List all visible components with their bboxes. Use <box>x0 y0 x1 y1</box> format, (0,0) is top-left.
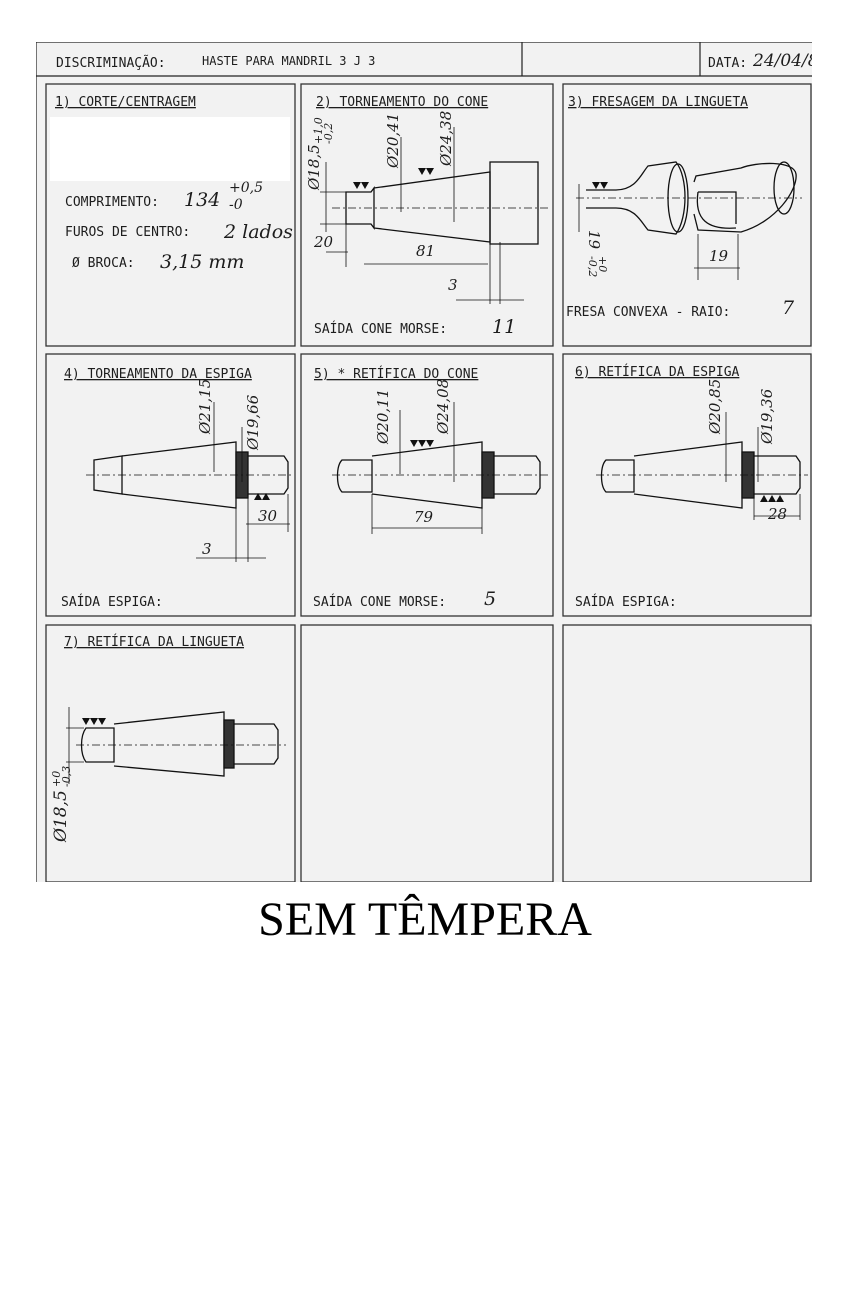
comprimento-tol-upper: +0,5 <box>229 180 263 196</box>
panel-3-footer-value: 7 <box>782 297 795 319</box>
cone-retifica-drawing <box>332 402 548 534</box>
panel-5-retifica-cone: 5) * RETÍFICA DO CONE Ø20,11 Ø24,08 79 S… <box>313 366 548 610</box>
panel-1-corte-centragem: 1) CORTE/CENTRAGEM COMPRIMENTO: 134 +0,5… <box>50 95 293 273</box>
panel-3-title: 3) FRESAGEM DA LINGUETA <box>568 95 748 110</box>
lingueta-drawing <box>576 161 802 280</box>
dim-28: 28 <box>767 505 787 523</box>
dim-81: 81 <box>416 242 435 260</box>
cone-part-drawing <box>320 127 551 304</box>
data-value: 24/04/8 <box>752 51 812 71</box>
panel-2-footer-value: 11 <box>492 316 516 338</box>
dim-79: 79 <box>414 508 434 526</box>
dim-30: 30 <box>258 507 278 525</box>
process-sheet-drawing: DISCRIMINAÇÃO: HASTE PARA MANDRIL 3 J 3 … <box>36 42 812 882</box>
lingueta-retifica-drawing <box>66 707 286 784</box>
panel-5-title: 5) * RETÍFICA DO CONE <box>314 366 478 382</box>
panel-6-retifica-espiga: 6) RETÍFICA DA ESPIGA Ø20,85 Ø19,36 28 S… <box>575 364 808 610</box>
dim-3: 3 <box>202 540 212 558</box>
panel-frames <box>45 83 812 882</box>
espiga-drawing <box>86 402 294 562</box>
comprimento-tol-lower: -0 <box>229 197 243 213</box>
dim-20: 20 <box>313 233 334 251</box>
panel-5-footer-value: 5 <box>484 588 496 610</box>
broca-value: 3,15 mm <box>160 251 244 273</box>
panel-4-title: 4) TORNEAMENTO DA ESPIGA <box>64 367 252 382</box>
dim-tol-upper: +1,0 <box>312 117 325 144</box>
furos-value: 2 lados <box>223 221 293 243</box>
dim-diam-21-15: Ø21,15 <box>196 379 214 435</box>
finish-marks <box>760 495 784 502</box>
panel-2-footer-label: SAÍDA CONE MORSE: <box>314 321 447 337</box>
panel-7-title: 7) RETÍFICA DA LINGUETA <box>64 634 244 650</box>
panel-3-fresagem-lingueta: 3) FRESAGEM DA LINGUETA 19 +0 -0,2 19 FR… <box>566 95 802 320</box>
dim-diam-20-11: Ø20,11 <box>374 389 392 445</box>
finish-marks <box>254 493 270 500</box>
dim-diam-24-08: Ø24,08 <box>434 379 452 435</box>
panel-6-title: 6) RETÍFICA DA ESPIGA <box>575 364 740 380</box>
dim-diam-18-5: Ø18,5 <box>305 144 323 191</box>
dim-diam-19-36: Ø19,36 <box>758 388 776 445</box>
header-frame <box>36 42 812 882</box>
dim-diam-19-66: Ø19,66 <box>244 394 262 451</box>
dim-19: 19 <box>709 247 729 265</box>
panel-3-footer-label: FRESA CONVEXA - RAIO: <box>566 305 730 320</box>
comprimento-value: 134 <box>184 189 220 211</box>
panel-2-title: 2) TORNEAMENTO DO CONE <box>316 95 488 110</box>
broca-label: Ø BROCA: <box>72 256 135 271</box>
finish-marks <box>410 440 434 447</box>
finish-marks <box>592 182 608 189</box>
panel-7-retifica-lingueta: 7) RETÍFICA DA LINGUETA Ø18,5 +0 -0,3 <box>50 634 286 843</box>
dim-diam-18-5: Ø18,5 <box>51 790 71 843</box>
dim-diam-20-41: Ø20,41 <box>384 113 402 169</box>
discriminacao-label: DISCRIMINAÇÃO: <box>56 55 166 71</box>
dim-tol-lower: -0,3 <box>60 766 73 787</box>
panel-2-torneamento-cone: 2) TORNEAMENTO DO CONE Ø18,5 +1,0 -0,2 Ø… <box>305 95 551 338</box>
dim-tol-lower: -0,2 <box>322 123 335 144</box>
discriminacao-value: HASTE PARA MANDRIL 3 J 3 <box>202 54 375 68</box>
data-label: DATA: <box>708 56 747 71</box>
sem-tempera-caption: SEM TÊMPERA <box>258 893 592 946</box>
panel-4-footer-label: SAÍDA ESPIGA: <box>61 594 163 610</box>
redaction-box <box>50 117 290 181</box>
panel-1-title: 1) CORTE/CENTRAGEM <box>55 95 196 110</box>
dim-tol-upper: +0 <box>50 771 63 787</box>
comprimento-label: COMPRIMENTO: <box>65 195 159 210</box>
dim-tol-upper: +0 <box>596 256 609 272</box>
dim-3: 3 <box>448 276 458 294</box>
panel-4-torneamento-espiga: 4) TORNEAMENTO DA ESPIGA Ø21,15 Ø19,66 3… <box>61 367 294 610</box>
finish-marks <box>82 718 106 725</box>
furos-label: FUROS DE CENTRO: <box>65 225 190 240</box>
espiga-retifica-drawing <box>596 412 808 520</box>
panel-6-footer-label: SAÍDA ESPIGA: <box>575 594 677 610</box>
process-sheet: DISCRIMINAÇÃO: HASTE PARA MANDRIL 3 J 3 … <box>36 42 812 882</box>
finish-marks <box>353 168 434 189</box>
dim-diam-20-85: Ø20,85 <box>706 379 724 435</box>
dim-19-vertical: 19 <box>585 230 603 250</box>
dim-diam-24-38: Ø24,38 <box>437 111 455 167</box>
dim-tol-lower: -0,2 <box>586 256 599 277</box>
panel-5-footer-label: SAÍDA CONE MORSE: <box>313 594 446 610</box>
